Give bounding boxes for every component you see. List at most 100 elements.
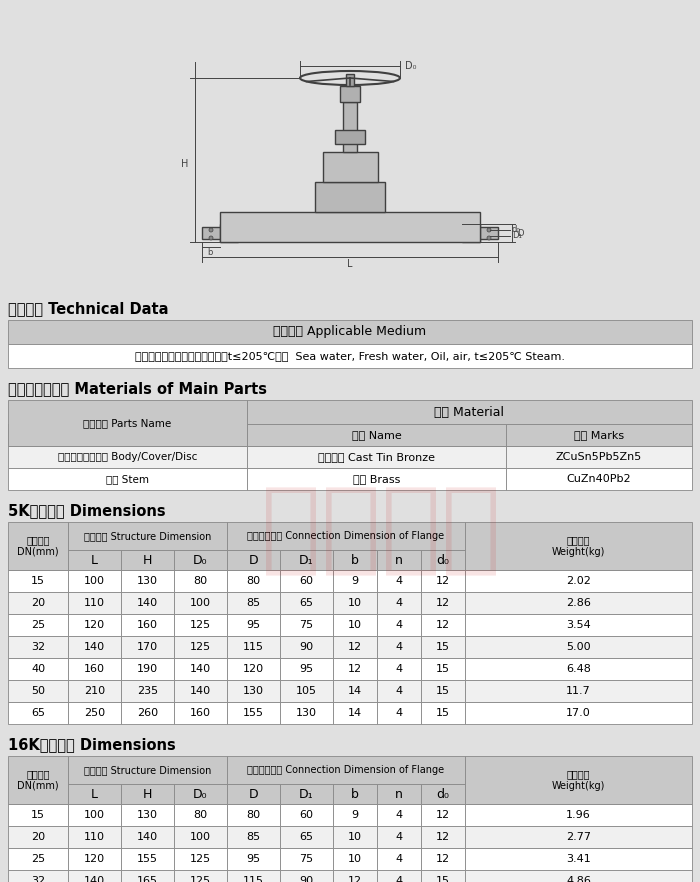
Bar (174, 680, 227, 702)
Text: 10: 10 (348, 854, 362, 864)
Bar (377, 702, 421, 724)
Text: 零件名称 Parts Name: 零件名称 Parts Name (83, 418, 172, 428)
Text: 14: 14 (348, 708, 362, 718)
Text: 155: 155 (243, 708, 264, 718)
Bar (323, 152, 378, 182)
Bar (421, 636, 465, 658)
Bar (174, 804, 227, 826)
Text: D₀: D₀ (405, 61, 416, 71)
Text: 125: 125 (190, 642, 211, 652)
Text: 12: 12 (436, 832, 450, 842)
Text: 25: 25 (31, 620, 45, 630)
Bar (8, 804, 68, 826)
Text: 4: 4 (395, 832, 402, 842)
Text: 32: 32 (31, 642, 45, 652)
Bar (421, 592, 465, 614)
Bar (465, 756, 692, 804)
Text: 公称通径
DN(mm): 公称通径 DN(mm) (18, 535, 59, 557)
Bar (377, 636, 421, 658)
Bar (333, 804, 377, 826)
Bar (343, 102, 357, 152)
Text: 80: 80 (246, 576, 260, 586)
Bar (377, 570, 421, 592)
Text: 3.54: 3.54 (566, 620, 591, 630)
Text: 4.86: 4.86 (566, 876, 591, 882)
Text: 名称 Name: 名称 Name (351, 430, 401, 440)
Bar (68, 592, 121, 614)
Bar (465, 826, 692, 848)
Bar (227, 614, 280, 636)
Text: 12: 12 (348, 876, 362, 882)
Text: ZCuSn5Pb5Zn5: ZCuSn5Pb5Zn5 (556, 452, 642, 462)
Bar (68, 804, 121, 826)
Text: 250: 250 (84, 708, 105, 718)
Bar (174, 784, 227, 804)
Text: 32: 32 (31, 876, 45, 882)
Text: 法兰连接尺寸 Connection Dimension of Flange: 法兰连接尺寸 Connection Dimension of Flange (247, 765, 444, 775)
Bar (121, 804, 174, 826)
Text: 2.02: 2.02 (566, 576, 591, 586)
Bar (174, 550, 227, 570)
Text: 100: 100 (84, 576, 105, 586)
Text: 12: 12 (436, 620, 450, 630)
Bar (227, 784, 280, 804)
Text: 90: 90 (300, 876, 314, 882)
Text: L: L (91, 788, 98, 801)
Bar (340, 86, 360, 102)
Bar (280, 592, 333, 614)
Bar (227, 522, 465, 550)
Text: 4: 4 (395, 642, 402, 652)
Text: L: L (91, 554, 98, 566)
Bar (68, 784, 121, 804)
Text: b: b (351, 554, 359, 566)
Text: 120: 120 (84, 854, 105, 864)
Text: 性能规范 Technical Data: 性能规范 Technical Data (8, 302, 169, 317)
Bar (247, 446, 506, 468)
Bar (8, 468, 247, 490)
Text: 65: 65 (300, 598, 314, 608)
Bar (333, 702, 377, 724)
Text: 75: 75 (300, 854, 314, 864)
Bar (506, 424, 692, 446)
Text: 材料 Material: 材料 Material (435, 406, 505, 418)
Text: 1.96: 1.96 (566, 810, 591, 820)
Text: 100: 100 (190, 832, 211, 842)
Bar (68, 680, 121, 702)
Text: 160: 160 (84, 664, 105, 674)
Bar (377, 614, 421, 636)
Text: 75: 75 (300, 620, 314, 630)
Text: 100: 100 (84, 810, 105, 820)
Bar (227, 756, 465, 784)
Bar (121, 784, 174, 804)
Text: 12: 12 (348, 642, 362, 652)
Text: 140: 140 (137, 832, 158, 842)
Bar (421, 658, 465, 680)
Text: n: n (395, 788, 403, 801)
Bar (68, 658, 121, 680)
Bar (121, 592, 174, 614)
Text: d₀: d₀ (512, 226, 521, 235)
Text: 80: 80 (193, 576, 208, 586)
Text: 主要零部件材质 Materials of Main Parts: 主要零部件材质 Materials of Main Parts (8, 382, 267, 397)
Bar (68, 550, 121, 570)
Text: 15: 15 (436, 876, 450, 882)
Text: H: H (181, 159, 188, 169)
Text: 结构尺寸 Structure Dimension: 结构尺寸 Structure Dimension (84, 531, 211, 541)
Text: 85: 85 (246, 832, 260, 842)
Text: 110: 110 (84, 598, 105, 608)
Text: 260: 260 (137, 708, 158, 718)
Text: 4: 4 (395, 664, 402, 674)
Bar (421, 804, 465, 826)
Bar (346, 74, 354, 86)
Text: 140: 140 (84, 642, 105, 652)
Bar (8, 424, 247, 446)
Bar (421, 870, 465, 882)
Bar (465, 614, 692, 636)
Bar (174, 614, 227, 636)
Text: 165: 165 (137, 876, 158, 882)
Text: 牌号 Marks: 牌号 Marks (574, 430, 624, 440)
Text: 3.41: 3.41 (566, 854, 591, 864)
Bar (174, 848, 227, 870)
Bar (68, 848, 121, 870)
Bar (421, 702, 465, 724)
